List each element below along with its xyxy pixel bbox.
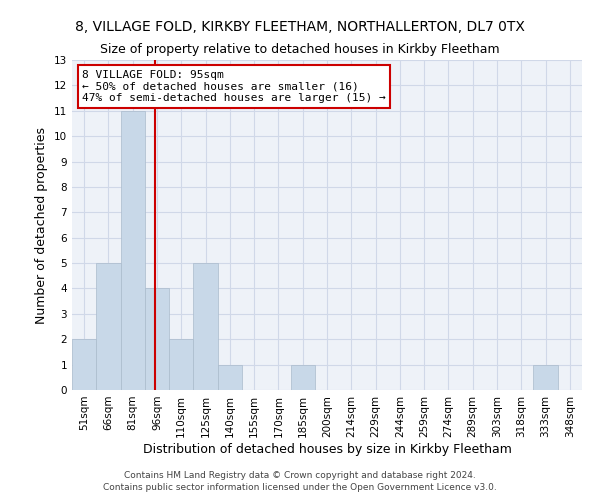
Bar bbox=[193, 263, 218, 390]
Text: Contains HM Land Registry data © Crown copyright and database right 2024.: Contains HM Land Registry data © Crown c… bbox=[124, 471, 476, 480]
Bar bbox=[169, 339, 193, 390]
Bar bbox=[145, 288, 169, 390]
X-axis label: Distribution of detached houses by size in Kirkby Fleetham: Distribution of detached houses by size … bbox=[143, 442, 511, 456]
Bar bbox=[218, 364, 242, 390]
Text: 8 VILLAGE FOLD: 95sqm
← 50% of detached houses are smaller (16)
47% of semi-deta: 8 VILLAGE FOLD: 95sqm ← 50% of detached … bbox=[82, 70, 386, 103]
Text: 8, VILLAGE FOLD, KIRKBY FLEETHAM, NORTHALLERTON, DL7 0TX: 8, VILLAGE FOLD, KIRKBY FLEETHAM, NORTHA… bbox=[75, 20, 525, 34]
Y-axis label: Number of detached properties: Number of detached properties bbox=[35, 126, 49, 324]
Bar bbox=[533, 364, 558, 390]
Text: Size of property relative to detached houses in Kirkby Fleetham: Size of property relative to detached ho… bbox=[100, 42, 500, 56]
Bar bbox=[121, 111, 145, 390]
Bar bbox=[72, 339, 96, 390]
Bar bbox=[96, 263, 121, 390]
Bar bbox=[290, 364, 315, 390]
Text: Contains public sector information licensed under the Open Government Licence v3: Contains public sector information licen… bbox=[103, 484, 497, 492]
